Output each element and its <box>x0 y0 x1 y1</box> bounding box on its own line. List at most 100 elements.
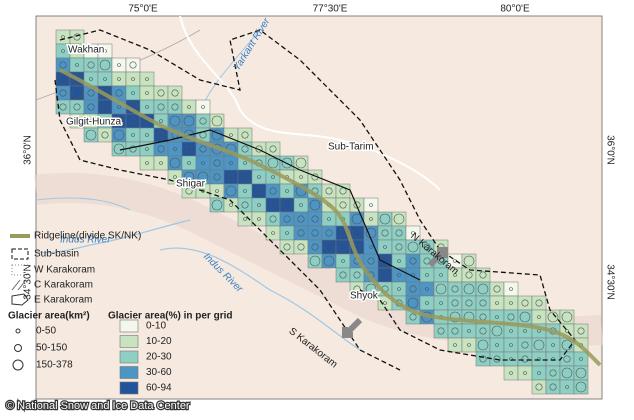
grid-circle <box>215 189 219 193</box>
grid-circle <box>451 327 459 335</box>
grid-circle <box>227 173 235 181</box>
grid-cell <box>545 365 561 381</box>
legend-text: 30-60 <box>146 367 172 378</box>
grid-circle <box>351 227 363 239</box>
grid-cell <box>531 295 547 311</box>
grid-cell <box>307 225 323 241</box>
grid-cell <box>503 281 519 297</box>
grid-cell <box>503 365 519 381</box>
grid-circle <box>129 145 137 153</box>
grid-circle <box>61 35 65 39</box>
grid-cell <box>545 379 561 395</box>
grid-circle <box>75 49 79 53</box>
grid-circle <box>509 287 513 291</box>
grid-circle <box>323 241 335 253</box>
grid-cell <box>97 71 113 87</box>
legend-swatch <box>119 350 139 364</box>
grid-cell <box>461 323 477 339</box>
grid-circle <box>577 327 585 335</box>
grid-circle <box>453 273 457 277</box>
legend-symbol <box>15 328 21 334</box>
grid-circle <box>353 285 361 293</box>
grid-circle <box>89 77 93 81</box>
grid-circle <box>169 115 181 127</box>
grid-circle <box>311 229 319 237</box>
grid-circle <box>299 175 303 179</box>
grid-cell <box>153 85 169 101</box>
grid-cell <box>209 155 225 171</box>
legend-symbol <box>11 264 29 276</box>
grid-circle <box>521 341 529 349</box>
grid-cell <box>489 295 505 311</box>
grid-circle <box>463 255 475 267</box>
grid-cell <box>419 295 435 311</box>
grid-circle <box>409 313 417 321</box>
grid-circle <box>367 257 375 265</box>
lat-label: 36°0'N <box>23 135 34 165</box>
grid-cell <box>447 281 463 297</box>
border-line <box>179 15 441 191</box>
grid-circle <box>565 385 569 389</box>
grid-circle <box>465 299 473 307</box>
grid-circle <box>239 171 251 183</box>
legend-symbol <box>11 248 29 260</box>
grid-cell <box>517 351 533 367</box>
grid-circle <box>171 103 179 111</box>
legend-text: C Karakoram <box>34 280 93 291</box>
legend-text: 60-94 <box>146 383 172 394</box>
grid-circle <box>297 243 305 251</box>
grid-circle <box>129 61 137 69</box>
grid-circle <box>157 89 165 97</box>
grid-cell <box>545 337 561 353</box>
grid-circle <box>337 241 349 253</box>
grid-circle <box>381 229 389 237</box>
grid-cell <box>517 337 533 353</box>
lat-label: 34°30'N <box>604 264 615 299</box>
grid-circle <box>213 173 221 181</box>
grid-circle <box>89 119 93 123</box>
grid-circle <box>257 217 261 221</box>
grid-circle <box>75 63 79 67</box>
grid-circle <box>411 231 415 235</box>
grid-circle <box>439 273 443 277</box>
grid-cell <box>405 267 421 283</box>
grid-cell <box>461 295 477 311</box>
grid-cell <box>447 295 463 311</box>
grid-cell <box>503 337 519 353</box>
grid-circle <box>283 215 291 223</box>
grid-cell <box>153 99 169 115</box>
grid-cell <box>125 85 141 101</box>
grid-circle <box>547 311 559 323</box>
grid-circle <box>383 301 387 305</box>
grid-cell <box>363 211 379 227</box>
grid-circle <box>281 199 293 211</box>
grid-cell <box>447 337 463 353</box>
grid-circle <box>395 243 403 251</box>
grid-circle <box>409 285 417 293</box>
grid-circle <box>561 367 573 379</box>
grid-circle <box>369 217 373 221</box>
grid-cell <box>265 225 281 241</box>
grid-circle <box>101 103 109 111</box>
grid-cell <box>433 295 449 311</box>
grid-circle <box>467 329 471 333</box>
grid-cell <box>251 169 267 185</box>
grid-circle <box>241 201 249 209</box>
grid-circle <box>201 161 205 165</box>
grid-cell <box>377 225 393 241</box>
grid-circle <box>509 343 513 347</box>
grid-circle <box>99 59 111 71</box>
grid-circle <box>369 245 373 249</box>
grid-circle <box>145 161 149 165</box>
legend-text: 20-30 <box>146 352 172 363</box>
grid-circle <box>437 327 445 335</box>
grid-circle <box>523 371 527 375</box>
grid-circle <box>397 273 401 277</box>
grid-circle <box>453 343 457 347</box>
grid-circle <box>73 103 81 111</box>
grid-cell <box>125 57 141 73</box>
grid-cell <box>559 379 575 395</box>
grid-cell <box>55 29 71 45</box>
grid-circle <box>243 217 247 221</box>
grid-circle <box>73 33 81 41</box>
